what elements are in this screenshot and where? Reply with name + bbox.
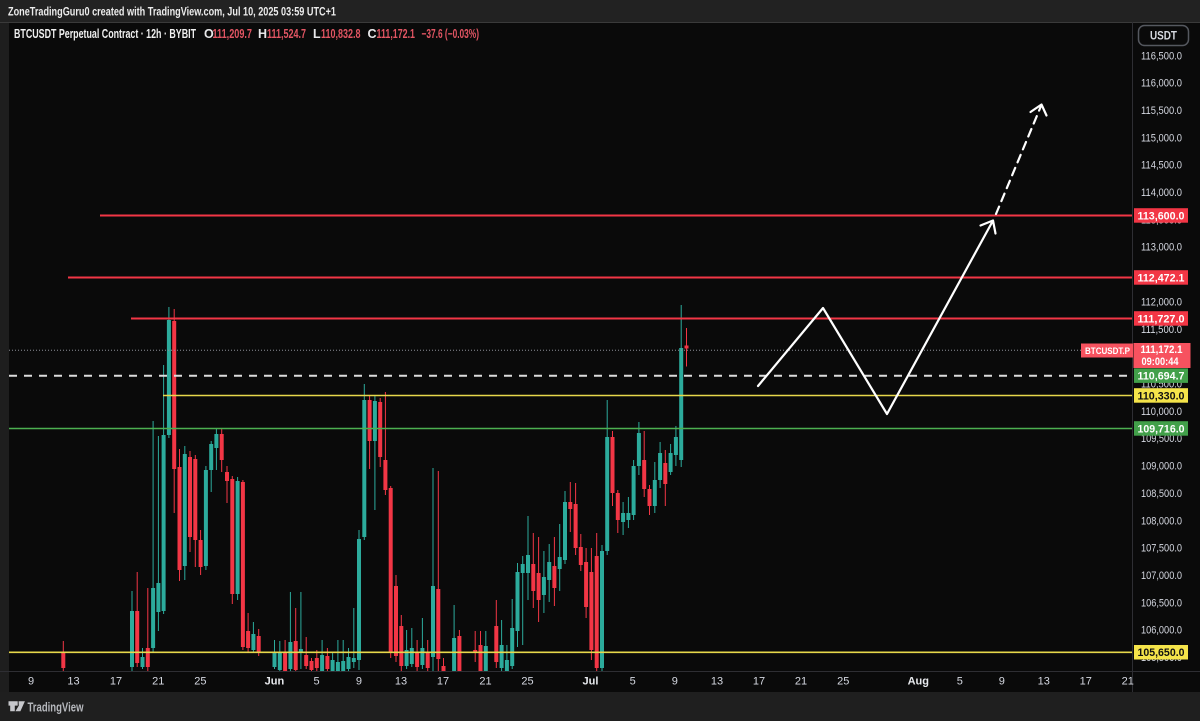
svg-text:9: 9	[999, 676, 1005, 688]
svg-text:9: 9	[672, 676, 678, 688]
svg-text:21: 21	[1122, 676, 1134, 688]
svg-text:O: O	[204, 27, 214, 41]
svg-text:BTCUSDT.P: BTCUSDT.P	[1085, 346, 1131, 357]
svg-text:110,000.0: 110,000.0	[1141, 406, 1182, 418]
svg-text:107,500.0: 107,500.0	[1141, 543, 1182, 555]
svg-text:Jul: Jul	[583, 676, 599, 688]
svg-text:114,500.0: 114,500.0	[1141, 160, 1182, 172]
svg-text:111,172.1: 111,172.1	[1141, 344, 1183, 356]
svg-text:25: 25	[194, 676, 206, 688]
svg-text:9: 9	[28, 676, 34, 688]
svg-text:13: 13	[711, 676, 723, 688]
svg-text:9: 9	[356, 676, 362, 688]
svg-text:13: 13	[67, 676, 79, 688]
svg-text:09:00:44: 09:00:44	[1142, 356, 1180, 368]
svg-text:17: 17	[110, 676, 122, 688]
svg-text:116,000.0: 116,000.0	[1141, 78, 1182, 90]
svg-text:L: L	[313, 27, 321, 41]
svg-text:113,000.0: 113,000.0	[1141, 242, 1182, 254]
svg-text:Aug: Aug	[908, 676, 929, 688]
svg-text:BTCUSDT Perpetual Contract · 1: BTCUSDT Perpetual Contract · 12h · BYBIT	[14, 27, 196, 41]
svg-text:13: 13	[1038, 676, 1050, 688]
svg-text:113,600.0: 113,600.0	[1138, 210, 1185, 222]
svg-text:106,500.0: 106,500.0	[1141, 597, 1182, 609]
svg-text:107,000.0: 107,000.0	[1141, 570, 1182, 582]
svg-text:H: H	[258, 27, 267, 41]
svg-text:17: 17	[753, 676, 765, 688]
svg-text:108,000.0: 108,000.0	[1141, 515, 1182, 527]
svg-text:111,209.7: 111,209.7	[213, 27, 253, 41]
svg-text:109,716.0: 109,716.0	[1138, 423, 1185, 435]
svg-text:108,500.0: 108,500.0	[1141, 488, 1182, 500]
svg-text:5: 5	[630, 676, 636, 688]
svg-text:21: 21	[479, 676, 491, 688]
svg-text:115,500.0: 115,500.0	[1141, 105, 1182, 117]
svg-text:110,330.0: 110,330.0	[1138, 390, 1185, 402]
svg-text:5: 5	[314, 676, 320, 688]
svg-text:115,000.0: 115,000.0	[1141, 132, 1182, 144]
svg-text:TradingView: TradingView	[28, 700, 85, 715]
svg-text:112,472.1: 112,472.1	[1138, 272, 1185, 284]
svg-text:USDT: USDT	[1150, 31, 1177, 43]
svg-text:111,172.1: 111,172.1	[377, 27, 416, 41]
svg-text:112,000.0: 112,000.0	[1141, 296, 1182, 308]
svg-text:Jun: Jun	[265, 676, 285, 688]
svg-text:−37.6 (−0.03%): −37.6 (−0.03%)	[422, 27, 480, 41]
svg-text:111,727.0: 111,727.0	[1138, 313, 1185, 325]
svg-text:21: 21	[795, 676, 807, 688]
svg-text:109,500.0: 109,500.0	[1141, 433, 1182, 445]
svg-text:106,000.0: 106,000.0	[1141, 625, 1182, 637]
svg-text:111,500.0: 111,500.0	[1141, 324, 1182, 336]
svg-text:25: 25	[521, 676, 533, 688]
svg-text:109,000.0: 109,000.0	[1141, 461, 1182, 473]
svg-text:17: 17	[437, 676, 449, 688]
svg-text:17: 17	[1080, 676, 1092, 688]
svg-text:5: 5	[957, 676, 963, 688]
svg-text:111,524.7: 111,524.7	[267, 27, 306, 41]
svg-text:110,694.7: 110,694.7	[1138, 371, 1185, 383]
svg-text:C: C	[368, 27, 377, 41]
svg-text:13: 13	[395, 676, 407, 688]
svg-text:105,650.0: 105,650.0	[1138, 647, 1185, 659]
svg-text:ZoneTradingGuru0 created with: ZoneTradingGuru0 created with TradingVie…	[8, 5, 336, 19]
svg-text:25: 25	[837, 676, 849, 688]
svg-text:21: 21	[152, 676, 164, 688]
svg-text:110,832.8: 110,832.8	[321, 27, 361, 41]
svg-text:114,000.0: 114,000.0	[1141, 187, 1182, 199]
svg-text:116,500.0: 116,500.0	[1141, 50, 1182, 62]
